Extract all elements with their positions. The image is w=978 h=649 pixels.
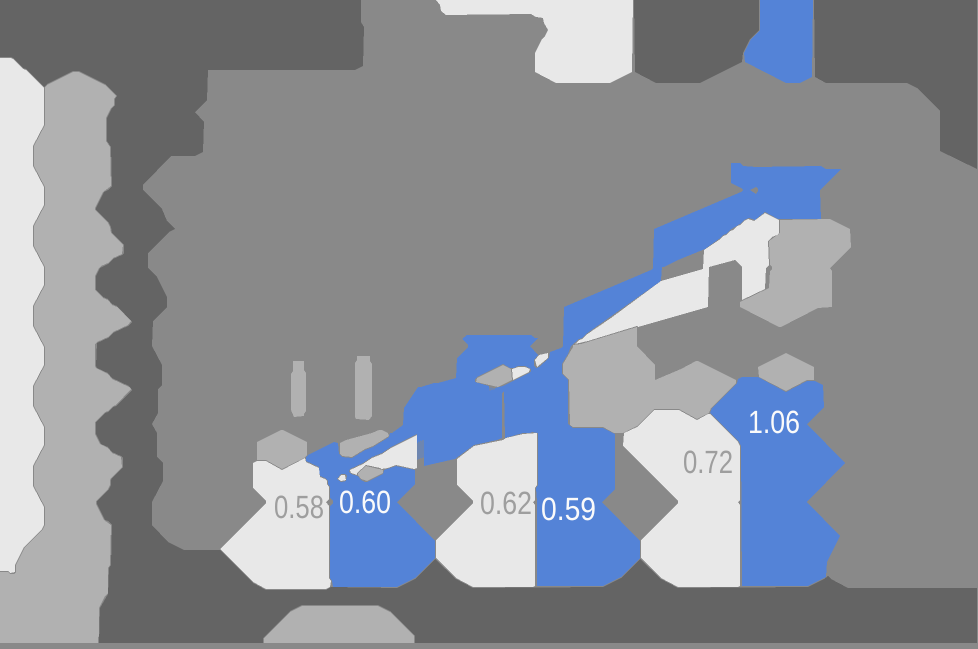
svg-text:0.58: 0.58 — [274, 489, 324, 525]
svg-text:0.60: 0.60 — [339, 484, 391, 520]
svg-text:1.06: 1.06 — [748, 404, 800, 440]
svg-text:0.72: 0.72 — [683, 444, 733, 480]
svg-text:0.62: 0.62 — [480, 485, 532, 521]
svg-text:0.59: 0.59 — [541, 491, 596, 527]
